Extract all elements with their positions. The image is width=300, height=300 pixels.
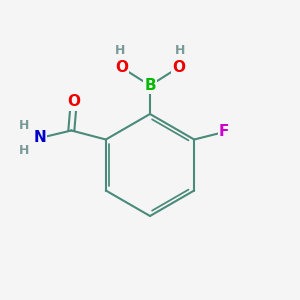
Text: N: N	[34, 130, 46, 146]
Text: H: H	[19, 119, 29, 132]
Text: F: F	[219, 124, 230, 140]
Text: H: H	[175, 44, 185, 58]
Text: H: H	[115, 44, 125, 58]
Text: H: H	[19, 144, 29, 157]
Text: O: O	[67, 94, 80, 110]
Text: B: B	[144, 78, 156, 93]
Text: O: O	[172, 60, 185, 75]
Text: O: O	[115, 60, 128, 75]
